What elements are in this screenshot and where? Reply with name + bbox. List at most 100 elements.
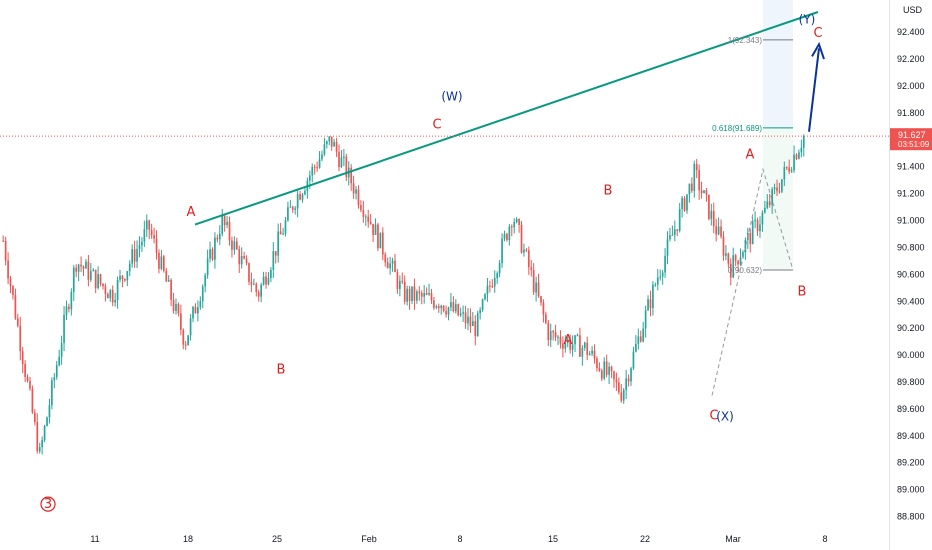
- candle-body: [506, 233, 508, 240]
- candle-body: [206, 258, 209, 276]
- candle-body: [654, 284, 657, 286]
- candle-body: [38, 447, 41, 452]
- candle-body: [459, 313, 462, 316]
- candle-body: [153, 235, 155, 239]
- candle-body: [197, 307, 199, 314]
- time-tick-label: 15: [548, 534, 558, 544]
- time-tick-label: 8: [457, 534, 462, 544]
- candle-body: [442, 305, 445, 312]
- time-tick-label: 25: [272, 534, 282, 544]
- candle-body: [175, 304, 177, 311]
- candle-body: [316, 167, 318, 169]
- candle-body: [265, 276, 267, 285]
- price-tick-label: 89.000: [897, 485, 925, 495]
- candle-body: [262, 276, 265, 285]
- candle-body: [260, 284, 263, 297]
- candle-body: [605, 361, 608, 375]
- candle-body: [569, 339, 572, 350]
- candle-body: [717, 226, 720, 235]
- candle-body: [109, 289, 112, 299]
- candle-body: [218, 233, 221, 240]
- candle-body: [41, 440, 44, 448]
- candle-body: [274, 251, 277, 256]
- candle-body: [583, 342, 586, 348]
- candle-body: [798, 152, 800, 159]
- candle-body: [647, 299, 649, 311]
- time-axis[interactable]: 11 18 25 Feb 8 15 22 Mar 8: [90, 534, 827, 544]
- candle-body: [235, 241, 238, 250]
- candle-body: [282, 233, 284, 235]
- candle-body: [374, 224, 377, 235]
- candle-body: [683, 198, 686, 211]
- candle-body: [467, 316, 469, 324]
- candle-body: [21, 351, 24, 365]
- candle-body: [754, 219, 756, 222]
- candle-body: [162, 256, 165, 271]
- projection-arrow-shaft: [808, 48, 820, 132]
- candle-body: [313, 166, 316, 168]
- candle-body: [287, 207, 289, 221]
- candle-body: [192, 306, 194, 319]
- candle-body: [80, 264, 82, 267]
- candle-body: [304, 191, 306, 195]
- candle-body: [94, 269, 97, 289]
- candle-body: [661, 272, 664, 277]
- candle-body: [391, 260, 394, 264]
- candle-body: [515, 219, 518, 223]
- candle-body: [311, 166, 314, 176]
- candle-body: [627, 378, 630, 382]
- candle-body: [462, 312, 464, 314]
- candle-body: [328, 136, 331, 142]
- candle-body: [318, 159, 321, 168]
- candle-body: [613, 371, 615, 380]
- candle-body: [591, 350, 593, 354]
- candle-body: [58, 356, 61, 366]
- price-axis[interactable]: USD 92.40092.20092.00091.80091.60091.400…: [889, 0, 925, 550]
- candle-body: [179, 313, 182, 330]
- candle-body: [335, 141, 338, 152]
- candle-body: [469, 316, 472, 327]
- candle-body: [532, 269, 535, 293]
- candle-body: [155, 238, 158, 253]
- candle-body: [498, 263, 501, 274]
- candle-body: [114, 300, 117, 303]
- candle-body: [440, 305, 443, 309]
- candle-body: [518, 219, 520, 225]
- candle-body: [625, 378, 628, 390]
- wave-label: A: [187, 205, 196, 220]
- candle-body: [734, 255, 737, 261]
- candle-body: [678, 209, 681, 231]
- candle-body: [800, 147, 803, 153]
- wave-label: (Y): [799, 13, 816, 27]
- candle-body: [33, 412, 36, 422]
- candle-body: [559, 336, 562, 344]
- candle-body: [398, 280, 401, 290]
- candle-body: [2, 240, 5, 242]
- candle-body: [720, 226, 722, 237]
- candle-body: [343, 156, 345, 158]
- candle-body: [141, 241, 143, 246]
- candle-body: [600, 370, 603, 379]
- candle-body: [87, 261, 90, 280]
- candle-body: [136, 248, 138, 262]
- candle-body: [744, 239, 747, 253]
- candle-body: [340, 157, 343, 168]
- candle-body: [481, 299, 484, 310]
- candle-body: [124, 278, 126, 281]
- candle-body: [289, 206, 292, 208]
- candle-body: [635, 343, 637, 352]
- time-tick-label: 18: [183, 534, 193, 544]
- candle-body: [703, 190, 705, 194]
- candle-body: [403, 281, 406, 302]
- candle-body: [372, 223, 374, 235]
- candle-body: [644, 310, 647, 329]
- candle-body: [574, 335, 576, 345]
- candle-body: [540, 296, 542, 303]
- projection-arrow-head: [811, 41, 825, 60]
- candle-body: [131, 249, 134, 264]
- candle-body: [160, 256, 163, 269]
- candle-body: [121, 275, 124, 279]
- candle-body: [267, 278, 270, 285]
- candle-body: [187, 335, 190, 346]
